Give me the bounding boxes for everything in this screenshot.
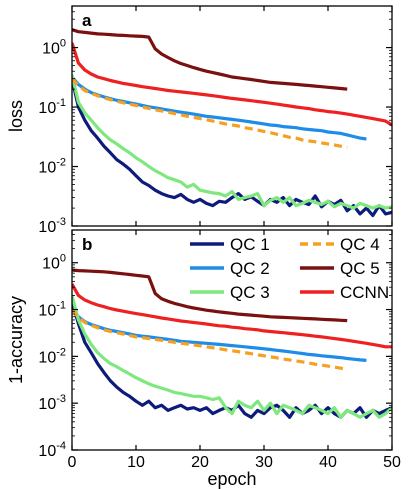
y-tick-label: 10-4	[38, 440, 66, 460]
x-tick-label: 10	[127, 454, 145, 471]
legend-label: QC 2	[230, 259, 270, 278]
x-tick-label: 50	[383, 454, 401, 471]
y-tick-label: 100	[42, 253, 66, 273]
y-tick-label: 10-3	[38, 393, 66, 413]
x-tick-label: 20	[191, 454, 209, 471]
series-line-ccnn	[72, 283, 392, 349]
series-line-qc-4	[72, 308, 348, 371]
x-tick-label: 30	[255, 454, 273, 471]
y-tick-label: 10-3	[38, 216, 66, 236]
legend-label: CCNN	[340, 283, 389, 302]
y-tick-label: 10-1	[38, 97, 66, 117]
series-line-qc-5	[72, 28, 348, 91]
series-line-qc-3	[72, 74, 392, 210]
y-tick-label: 10-1	[38, 300, 66, 320]
panel-b: 0 10 20 30 40 50 100 10-1 10-2 10-3 10-4 b 1-accurac…	[6, 229, 401, 489]
series-line-qc-3	[72, 294, 392, 419]
x-tick-label: 0	[68, 454, 77, 471]
legend-label: QC 5	[340, 259, 380, 278]
series-line-qc-1	[72, 78, 392, 218]
y-tick-label: 100	[42, 38, 66, 58]
series-line-ccnn	[72, 42, 392, 127]
panel-label: b	[82, 235, 92, 254]
panel-a: 100 10-1 10-2 10-3 a loss	[6, 5, 393, 236]
legend: QC 1 QC 4 QC 2 QC 5 QC 3 CCNN	[190, 235, 389, 302]
legend-label: QC 4	[340, 235, 380, 254]
legend-label: QC 3	[230, 283, 270, 302]
plot-frame	[71, 229, 393, 451]
series-line-qc-2	[72, 308, 367, 362]
y-axis-label: loss	[6, 100, 26, 132]
series-line-qc-5	[72, 268, 348, 323]
panel-label: a	[82, 11, 92, 30]
x-tick-label: 40	[319, 454, 337, 471]
legend-label: QC 1	[230, 235, 270, 254]
y-tick-label: 10-2	[38, 346, 66, 366]
series-line-qc-4	[72, 77, 348, 149]
y-axis-label: 1-accuracy	[6, 296, 26, 384]
y-tick-label: 10-2	[38, 157, 66, 177]
x-axis-label: epoch	[207, 469, 256, 489]
